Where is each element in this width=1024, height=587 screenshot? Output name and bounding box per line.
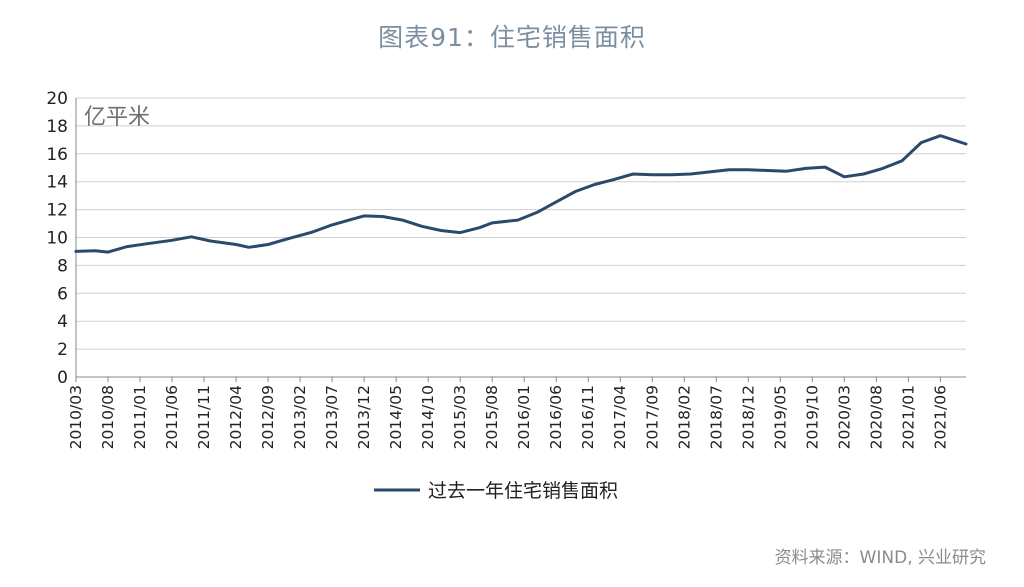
x-tick-label: 2018/12 [739, 385, 757, 449]
y-tick-label: 20 [46, 89, 68, 109]
y-tick-label: 4 [57, 312, 68, 332]
x-axis-tick-labels: 2010/03 2010/08 2011/01 2011/06 2011/11 2012/… [67, 385, 949, 449]
x-tick-label: 2011/11 [195, 385, 213, 449]
x-axis [75, 98, 941, 382]
y-tick-label: 10 [46, 229, 68, 249]
series-line-0 [74, 134, 968, 254]
source-note: 资料来源：WIND, 兴业研究 [774, 548, 986, 568]
x-tick-label: 2014/10 [419, 385, 437, 449]
x-tick-label: 2014/05 [387, 385, 405, 449]
legend-label: 过去一年住宅销售面积 [428, 480, 618, 502]
y-tick-label: 2 [57, 340, 68, 360]
x-tick-label: 2017/09 [643, 385, 661, 449]
x-tick-label: 2018/02 [675, 385, 693, 449]
legend: 过去一年住宅销售面积 [374, 480, 618, 502]
x-tick-label: 2019/10 [803, 385, 821, 449]
x-tick-label: 2021/06 [931, 385, 949, 449]
x-tick-label: 2016/01 [515, 385, 533, 449]
x-tick-label: 2020/03 [835, 385, 853, 449]
x-tick-label: 2013/07 [323, 385, 341, 449]
y-tick-label: 14 [46, 173, 68, 193]
x-tick-label: 2011/01 [131, 385, 149, 449]
x-tick-label: 2017/04 [611, 385, 629, 449]
x-tick-label: 2020/08 [867, 385, 885, 449]
y-tick-label: 0 [57, 368, 68, 388]
x-tick-label: 2018/07 [707, 385, 725, 449]
chart-title: 图表91：住宅销售面积 [378, 23, 646, 52]
x-tick-label: 2016/06 [547, 385, 565, 449]
series-lines [74, 134, 968, 254]
x-tick-label: 2015/08 [483, 385, 501, 449]
x-tick-label: 2012/04 [227, 385, 245, 449]
x-tick-label: 2013/02 [291, 385, 309, 449]
x-tick-label: 2015/03 [451, 385, 469, 449]
x-tick-label: 2011/06 [163, 385, 181, 449]
x-tick-label: 2013/12 [355, 385, 373, 449]
y-tick-label: 8 [57, 256, 68, 276]
x-tick-label: 2021/01 [899, 385, 917, 449]
x-tick-label: 2019/05 [771, 385, 789, 449]
y-tick-label: 6 [57, 284, 68, 304]
y-axis-tick-labels: 0 2 4 6 8 10 12 14 16 18 20 [46, 89, 68, 388]
x-tick-label: 2010/08 [99, 385, 117, 449]
y-tick-label: 12 [46, 201, 68, 221]
unit-label: 亿平米 [84, 105, 150, 130]
x-tick-label: 2016/11 [579, 385, 597, 449]
y-tick-label: 18 [46, 117, 68, 137]
x-tick-label: 2012/09 [259, 385, 277, 449]
y-tick-label: 16 [46, 145, 68, 165]
grid-lines [76, 97, 966, 378]
x-tick-label: 2010/03 [67, 385, 85, 449]
